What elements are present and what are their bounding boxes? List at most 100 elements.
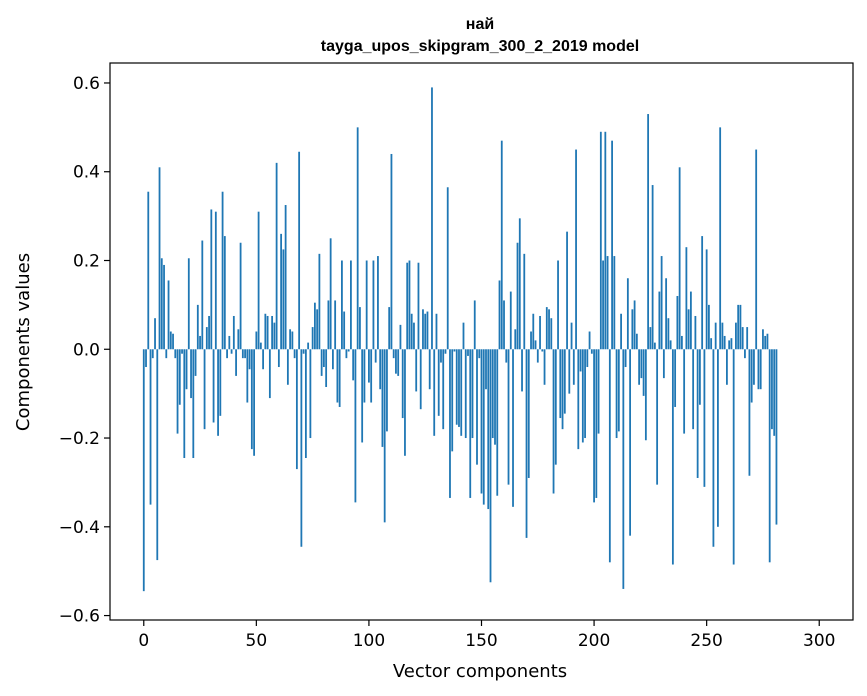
bar-121	[415, 349, 418, 392]
bar-117	[406, 262, 409, 350]
bar-104	[377, 256, 379, 350]
plot-frame	[109, 62, 854, 621]
bar-76	[313, 302, 316, 350]
bar-132	[440, 349, 442, 363]
bar-179	[545, 307, 548, 350]
bar-129	[433, 349, 436, 436]
bar-95	[356, 127, 359, 350]
bar-161	[505, 349, 508, 363]
bar-231	[662, 349, 665, 379]
bar-253	[712, 349, 715, 547]
bar-281	[775, 349, 778, 525]
bar-82	[327, 300, 330, 350]
bar-174	[534, 340, 537, 350]
bar-189	[568, 349, 571, 394]
bar-267	[744, 349, 746, 359]
bar-122	[417, 262, 420, 350]
bar-258	[723, 335, 726, 350]
bar-246	[696, 349, 699, 478]
bar-92	[350, 260, 352, 350]
bar-218	[633, 300, 636, 350]
bar-259	[726, 349, 728, 385]
bar-124	[422, 309, 424, 350]
bar-191	[572, 349, 575, 385]
bar-102	[372, 260, 375, 350]
bar-15	[176, 349, 179, 434]
bar-87	[338, 349, 341, 407]
bar-26	[201, 240, 204, 350]
x-tick-label: 200	[578, 631, 610, 651]
bar-184	[557, 260, 559, 350]
bar-181	[550, 318, 553, 350]
bar-208	[611, 140, 613, 350]
bar-240	[683, 349, 686, 434]
bar-254	[714, 322, 717, 350]
x-tick-label: 100	[353, 631, 385, 651]
chart-title-line-2: tayga_upos_skipgram_300_2_2019 model	[321, 38, 639, 55]
bar-158	[498, 280, 501, 350]
bar-105	[379, 349, 382, 390]
bar-212	[620, 313, 622, 350]
bar-245	[694, 315, 697, 350]
bar-275	[762, 329, 764, 350]
bar-75	[311, 327, 314, 350]
bar-222	[642, 349, 645, 396]
bar-120	[413, 322, 415, 350]
bar-3	[149, 349, 152, 505]
bar-41	[235, 349, 237, 376]
bar-119	[410, 313, 413, 350]
bar-21	[190, 349, 192, 399]
bar-29	[208, 315, 210, 350]
bar-61	[280, 233, 283, 350]
x-tick-label: 250	[690, 631, 722, 651]
bar-131	[437, 349, 440, 416]
bar-52	[259, 342, 262, 350]
bar-71	[302, 349, 305, 354]
bar-5	[154, 318, 156, 350]
bar-81	[325, 349, 328, 387]
bar-139	[455, 349, 458, 425]
bar-199	[590, 349, 593, 354]
bar-149	[478, 349, 481, 359]
bar-54	[264, 313, 267, 350]
bar-276	[764, 335, 767, 350]
bar-94	[354, 349, 357, 503]
bar-239	[680, 335, 683, 350]
bar-213	[622, 349, 625, 589]
bar-109	[388, 307, 391, 350]
bar-160	[503, 300, 505, 350]
bar-7	[158, 167, 161, 350]
bar-97	[361, 349, 364, 443]
bar-159	[500, 140, 503, 350]
bar-268	[746, 327, 749, 350]
bar-80	[322, 349, 325, 368]
bar-58	[273, 322, 276, 350]
bar-118	[408, 260, 411, 350]
bar-207	[608, 349, 611, 563]
bar-51	[257, 211, 260, 350]
bar-56	[268, 349, 271, 399]
chart-title-line-1: най	[466, 16, 494, 33]
bar-147	[473, 300, 476, 350]
bar-255	[717, 349, 719, 527]
bar-226	[651, 185, 654, 350]
bar-195	[581, 349, 584, 443]
bar-64	[286, 349, 289, 385]
bar-4	[151, 349, 154, 359]
bar-10	[165, 349, 168, 359]
bar-36	[223, 236, 226, 350]
bar-266	[741, 327, 744, 350]
bar-234	[669, 340, 672, 350]
bar-173	[532, 313, 535, 350]
bar-47	[248, 349, 251, 370]
bar-111	[392, 349, 395, 359]
bar-11	[167, 280, 170, 350]
y-tick-label: −0.2	[59, 429, 100, 449]
bar-60	[277, 349, 280, 368]
bar-216	[629, 349, 631, 536]
bar-265	[739, 304, 742, 350]
bar-163	[509, 291, 512, 350]
bar-63	[284, 205, 287, 350]
bar-101	[370, 349, 373, 403]
bar-88	[341, 260, 343, 350]
